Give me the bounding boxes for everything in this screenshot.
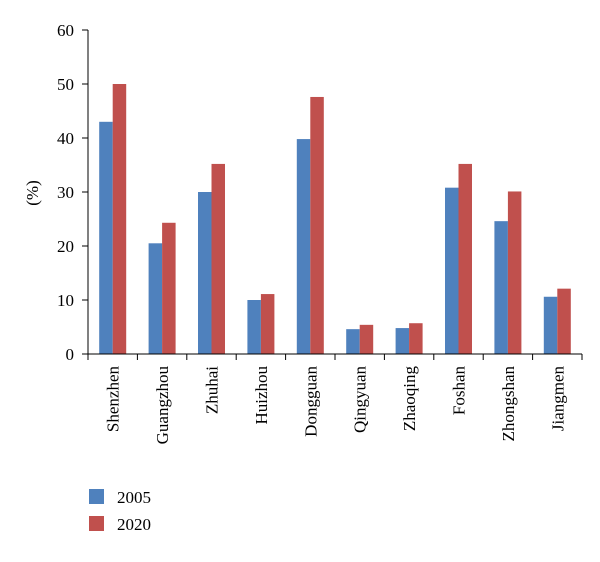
bar-2005-qingyuan (346, 329, 360, 354)
x-tick-label: Zhaoqing (400, 366, 419, 432)
bar-2020-shenzhen (112, 84, 127, 354)
legend-label-2020: 2020 (117, 515, 151, 534)
legend: 2005 2020 (89, 488, 151, 534)
bar-2005-guangzhou (148, 243, 163, 354)
y-tick-label: 50 (57, 75, 74, 94)
bar-2020-dongguan (310, 96, 324, 355)
bar-2020-jiangmen (557, 288, 571, 354)
legend-label-2005: 2005 (117, 488, 151, 507)
x-tick-label: Foshan (450, 366, 469, 416)
bar-2005-zhaoqing (395, 328, 410, 354)
bar-2005-dongguan (296, 139, 311, 354)
bar-2020-huizhou (260, 294, 275, 354)
y-axis-title: (%) (23, 180, 42, 205)
bar-2020-foshan (458, 163, 472, 354)
legend-swatch-2020 (89, 516, 104, 531)
bar-2020-zhuhai (211, 163, 225, 354)
bar-2005-jiangmen (543, 296, 558, 354)
x-tick-label: Zhongshan (499, 366, 518, 442)
x-tick-label: Dongguan (301, 366, 320, 437)
x-axis: Shenzhen Guangzhou Zhuhai Huizhou Dongguan Qi… (87, 354, 583, 445)
bar-2005-huizhou (247, 300, 261, 354)
x-tick-label: Zhuhai (203, 366, 222, 414)
bar-2020-guangzhou (162, 222, 176, 354)
x-tick-label: Jiangmen (548, 366, 567, 432)
axes-lines (87, 30, 582, 355)
y-tick-label: 40 (57, 129, 74, 148)
legend-swatch-2005 (89, 489, 104, 504)
y-axis: 0 10 20 30 40 50 60 (57, 21, 88, 364)
x-tick-label: Qingyuan (351, 366, 370, 434)
bar-2005-shenzhen (99, 121, 113, 354)
x-tick-label: Shenzhen (104, 366, 123, 433)
y-tick-label: 0 (66, 345, 75, 364)
y-tick-label: 10 (57, 291, 74, 310)
bar-2020-zhaoqing (409, 323, 423, 354)
bar-2005-zhongshan (494, 221, 508, 354)
y-tick-label: 30 (57, 183, 74, 202)
y-tick-label: 60 (57, 21, 74, 40)
bar-2005-zhuhai (198, 192, 212, 354)
x-tick-label: Huizhou (252, 366, 271, 425)
bars (99, 84, 571, 355)
bar-2020-zhongshan (507, 191, 522, 354)
y-tick-label: 20 (57, 237, 74, 256)
bar-2020-qingyuan (359, 324, 374, 354)
x-tick-label: Guangzhou (153, 366, 172, 445)
bar-2005-foshan (445, 187, 459, 354)
